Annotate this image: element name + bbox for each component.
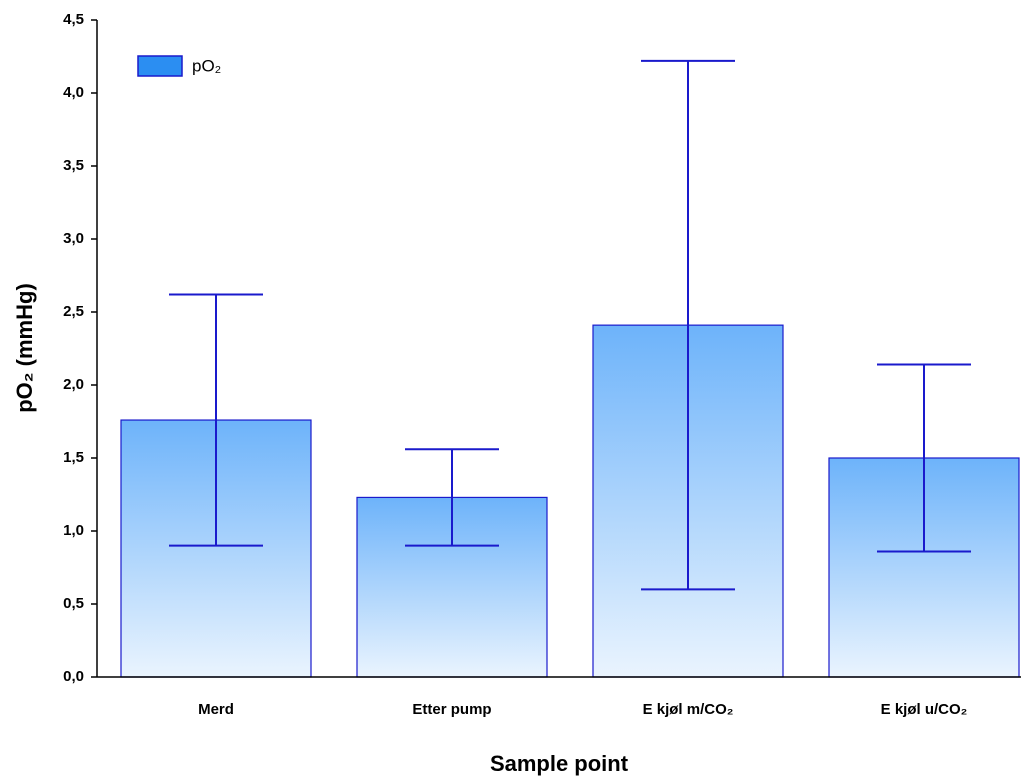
y-tick-label: 2,0 [63, 376, 84, 393]
legend-swatch [137, 55, 183, 77]
error-bar [641, 59, 735, 591]
y-tick-label: 3,5 [63, 157, 84, 174]
x-tick-label: Merd [198, 701, 234, 718]
y-axis-label: pO₂ (mmHg) [12, 283, 37, 413]
y-tick-label: 4,5 [63, 11, 84, 28]
y-tick-label: 1,0 [63, 522, 84, 539]
x-tick-label: Etter pump [412, 701, 491, 718]
y-tick-label: 2,5 [63, 303, 84, 320]
x-tick-label: E kjøl m/CO₂ [643, 701, 734, 718]
x-axis-label: Sample point [490, 751, 629, 776]
y-tick-label: 0,0 [63, 668, 84, 685]
error-bar [877, 363, 971, 553]
y-tick-label: 4,0 [63, 84, 84, 101]
x-tick-label: E kjøl u/CO₂ [881, 701, 968, 718]
error-bar [405, 448, 499, 547]
y-tick-label: 1,5 [63, 449, 84, 466]
legend-label: pO₂ [192, 56, 221, 75]
y-tick-label: 0,5 [63, 595, 84, 612]
y-tick-label: 3,0 [63, 230, 84, 247]
error-bar [169, 293, 263, 547]
